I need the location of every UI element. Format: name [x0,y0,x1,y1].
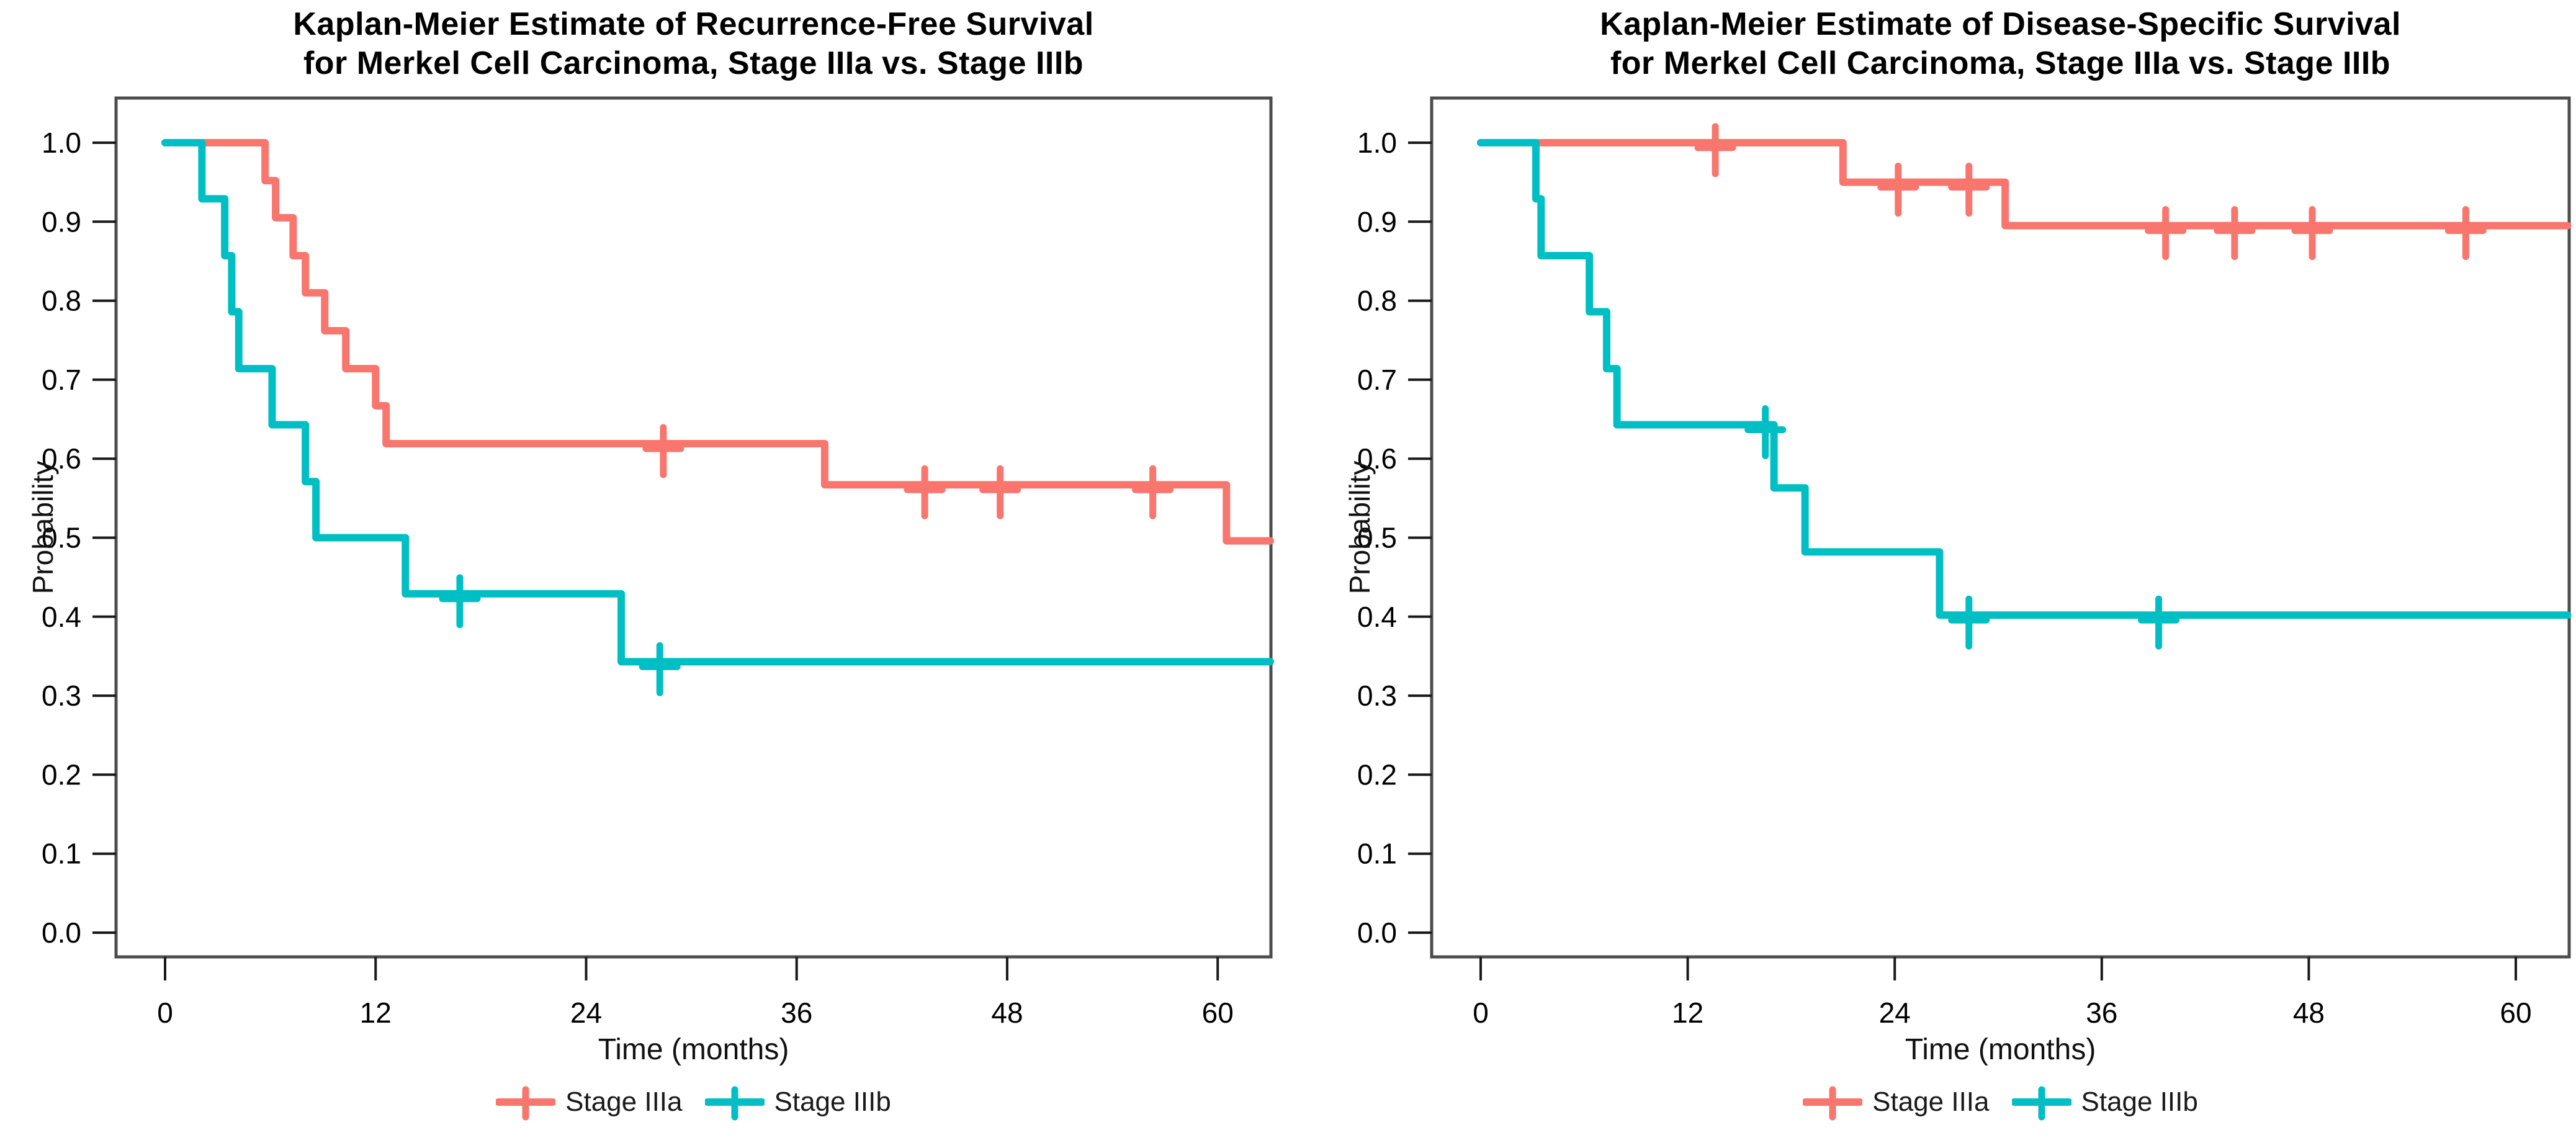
title-line-1: Kaplan-Meier Estimate of Disease-Specifi… [1600,6,2401,42]
legend-label: Stage IIIa [565,1087,683,1117]
x-tick-label: 36 [781,997,812,1029]
legend-item-stage-iiia: Stage IIIa [496,1082,683,1122]
y-tick-label: 0.2 [1357,758,1397,791]
y-tick-label: 0.6 [1357,442,1397,475]
x-tick-label: 12 [360,997,392,1029]
y-tick-label: 0.1 [42,838,81,870]
y-tick-label: 0.3 [42,679,81,712]
y-tick-label: 0.5 [1357,522,1397,554]
y-tick-label: 0.4 [1357,601,1397,633]
legend-item-stage-iiia: Stage IIIa [1803,1082,1990,1122]
y-tick-label: 0.9 [1357,205,1397,238]
x-tick-label: 0 [157,997,173,1029]
km-curve-stage-iiia [1477,139,2572,230]
chart-title-disease-specific: Kaplan-Meier Estimate of Disease-Specifi… [1432,5,2569,84]
stage-iiia-line-marker-icon [496,1086,556,1121]
y-tick-label: 0.7 [1357,364,1397,396]
y-axis-label-right: Probability [1344,460,1376,594]
x-tick-label: 12 [1672,997,1703,1029]
title-line-2: for Merkel Cell Carcinoma, Stage IIIa vs… [1610,45,2391,82]
x-tick-label: 36 [2086,997,2117,1029]
x-axis-label-right: Time (months) [1905,1033,2096,1066]
stage-iiib-line-marker-icon [2011,1086,2071,1121]
km-curve-stage-iiib [1477,139,2572,619]
y-axis-label-left: Probability [27,460,59,594]
y-tick-label: 0.6 [42,442,81,475]
legend-label: Stage IIIa [1872,1087,1990,1117]
legend-item-stage-iiib: Stage IIIb [2011,1082,2198,1122]
legend-label: Stage IIIb [774,1087,891,1117]
x-tick-label: 48 [2293,997,2325,1029]
y-tick-label: 0.3 [1357,679,1397,712]
y-tick-label: 0.9 [42,205,81,238]
legend-left: Stage IIIa Stage IIIb [116,1082,1271,1122]
legend-label: Stage IIIb [2081,1087,2198,1117]
y-tick-label: 0.8 [1357,285,1397,317]
y-tick-label: 0.0 [1357,917,1397,949]
title-line-1: Kaplan-Meier Estimate of Recurrence-Free… [293,6,1094,42]
y-tick-label: 0.5 [42,522,81,554]
y-tick-label: 0.1 [1357,838,1397,870]
x-axis-label-left: Time (months) [598,1033,789,1066]
x-tick-label: 48 [991,997,1023,1029]
y-tick-label: 1.0 [1357,127,1397,159]
title-line-2: for Merkel Cell Carcinoma, Stage IIIa vs… [303,45,1084,82]
y-tick-label: 1.0 [42,127,81,159]
km-curve-stage-iiib [161,139,1275,666]
x-tick-label: 24 [1879,997,1911,1029]
y-tick-label: 0.8 [42,285,81,317]
x-tick-label: 24 [570,997,602,1029]
stage-iiia-line-marker-icon [1803,1086,1863,1121]
plot-border [114,96,1273,959]
legend-right: Stage IIIa Stage IIIb [1432,1082,2569,1122]
y-tick-label: 0.4 [42,601,81,633]
y-tick-label: 0.7 [42,364,81,396]
plot-border [1430,96,2571,959]
x-tick-label: 0 [1473,997,1489,1029]
x-tick-label: 60 [2500,997,2531,1029]
y-tick-label: 0.0 [42,917,81,949]
legend-item-stage-iiib: Stage IIIb [704,1082,891,1122]
km-curve-stage-iiia [161,139,1275,545]
x-tick-label: 60 [1202,997,1234,1029]
y-tick-label: 0.2 [42,758,81,791]
chart-title-recurrence-free: Kaplan-Meier Estimate of Recurrence-Free… [116,5,1271,84]
stage-iiib-line-marker-icon [704,1086,765,1121]
